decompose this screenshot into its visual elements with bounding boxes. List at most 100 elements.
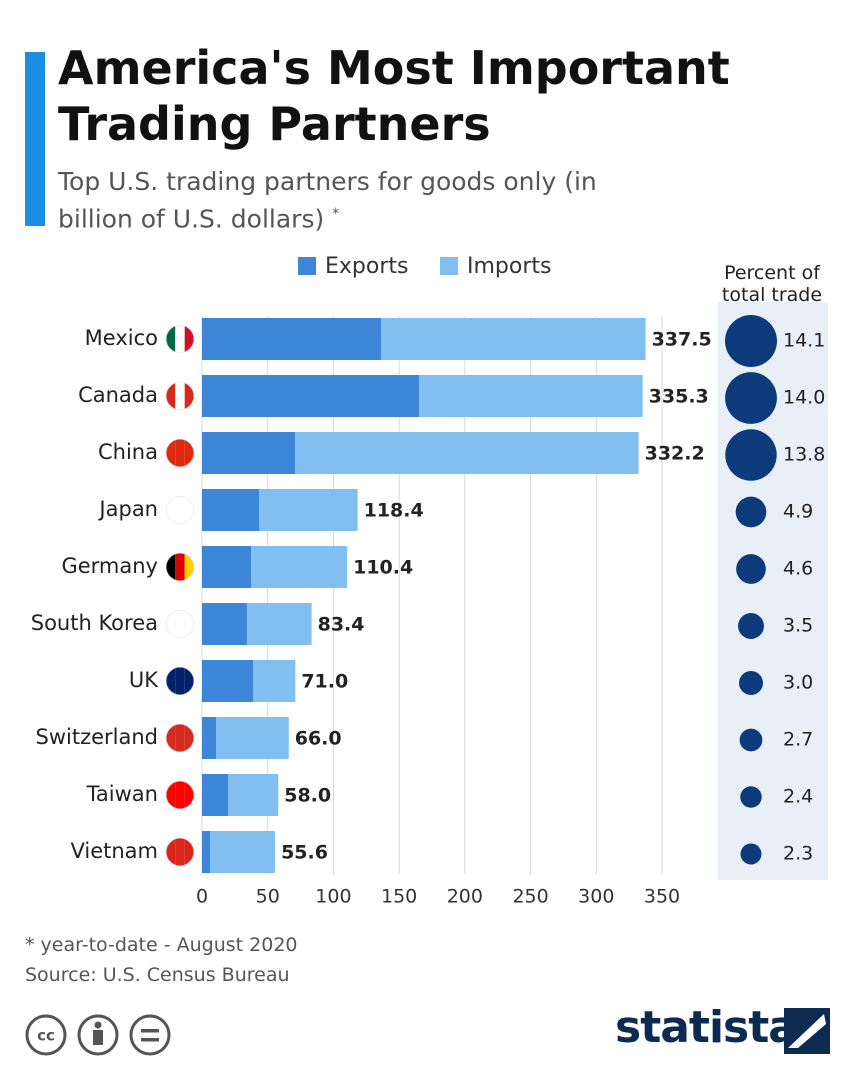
x-tick-label: 350 (644, 886, 680, 908)
bar-segment (202, 774, 229, 816)
flag (166, 838, 194, 866)
bar-segment (228, 774, 279, 816)
flag-part (175, 724, 185, 752)
bar-segment (216, 717, 289, 759)
flag-part (166, 610, 176, 638)
flag-part (166, 439, 176, 467)
bar-segment (202, 603, 247, 645)
category-label: Canada (78, 383, 158, 407)
flag-part (184, 724, 194, 752)
legend-label: Imports (467, 254, 551, 279)
footnote: * year-to-date - August 2020 (25, 934, 298, 956)
total-label: 335.3 (649, 386, 709, 408)
flag (166, 667, 194, 695)
share-bubble (725, 315, 777, 367)
total-label: 118.4 (364, 500, 424, 522)
share-label: 2.3 (783, 843, 813, 865)
bar-segment (252, 660, 296, 702)
total-label: 55.6 (281, 842, 328, 864)
legend-swatch (440, 257, 458, 275)
flag-part (175, 553, 185, 581)
bar-segment (381, 318, 646, 360)
flag-part (184, 553, 194, 581)
brand-name: statista (615, 1002, 798, 1053)
flag (166, 382, 194, 410)
bar-segment (202, 546, 252, 588)
share-label: 2.7 (783, 729, 813, 751)
footer: * year-to-date - August 2020 Source: U.S… (25, 930, 298, 990)
brand: statista (615, 1002, 798, 1053)
bar-segment (202, 432, 296, 474)
brand-logo (784, 1008, 830, 1054)
flag (166, 439, 194, 467)
subtitle: Top U.S. trading partners for goods only… (58, 167, 597, 234)
legend-swatch (298, 257, 316, 275)
total-label: 332.2 (645, 443, 705, 465)
flag (166, 724, 194, 752)
bar-segment (202, 375, 419, 417)
category-label: UK (129, 668, 159, 692)
x-tick-label: 100 (315, 886, 351, 908)
share-bubble (739, 671, 763, 695)
bar-segment (202, 831, 211, 873)
share-label: 3.0 (783, 672, 813, 694)
flag-part (184, 439, 194, 467)
flag (166, 325, 194, 353)
bar-segment (295, 432, 639, 474)
share-bubble (738, 613, 764, 639)
flag-part (175, 667, 185, 695)
category-label: Japan (97, 497, 158, 521)
bar-segment (210, 831, 276, 873)
bar-segment (202, 660, 253, 702)
flag-part (166, 496, 176, 524)
total-label: 66.0 (295, 728, 342, 750)
subtitle-block: Top U.S. trading partners for goods only… (58, 166, 618, 235)
share-label: 13.8 (783, 444, 825, 466)
share-bubble (725, 429, 777, 481)
total-label: 58.0 (284, 785, 331, 807)
bar-segment (202, 318, 382, 360)
flag-part (175, 781, 185, 809)
share-bubble (736, 554, 766, 584)
x-tick-label: 50 (256, 886, 280, 908)
x-tick-label: 250 (512, 886, 548, 908)
share-bubble (740, 786, 762, 808)
share-bubble (735, 496, 767, 528)
flag-part (175, 838, 185, 866)
flag-part (166, 382, 176, 410)
share-label: 2.4 (783, 786, 813, 808)
category-label: South Korea (31, 611, 158, 635)
flag (166, 781, 194, 809)
bar-segment (202, 717, 217, 759)
total-label: 71.0 (301, 671, 348, 693)
share-bubble (725, 372, 777, 424)
bar-segment (418, 375, 643, 417)
category-label: Taiwan (86, 782, 158, 806)
bar-segment (259, 489, 358, 531)
total-label: 110.4 (353, 557, 413, 579)
subtitle-mark: * (332, 206, 340, 222)
flag (166, 610, 194, 638)
category-label: Mexico (85, 326, 158, 350)
flag-part (166, 553, 176, 581)
bar-segment (202, 489, 260, 531)
share-label: 4.6 (783, 558, 813, 580)
total-label: 337.5 (652, 329, 712, 351)
flag-part (175, 325, 185, 353)
category-label: China (98, 440, 158, 464)
category-label: Vietnam (70, 839, 158, 863)
flag-part (166, 838, 176, 866)
share-title: Percent of total trade (721, 262, 823, 306)
flag-part (184, 838, 194, 866)
share-label: 3.5 (783, 615, 813, 637)
flag-part (184, 382, 194, 410)
flag-part (184, 667, 194, 695)
share-label: 4.9 (783, 501, 813, 523)
svg-text:cc: cc (37, 1027, 55, 1045)
flag-part (184, 325, 194, 353)
flag-part (175, 496, 185, 524)
legend-label: Exports (325, 254, 408, 279)
share-label: 14.0 (783, 387, 825, 409)
bar-segment (246, 603, 312, 645)
